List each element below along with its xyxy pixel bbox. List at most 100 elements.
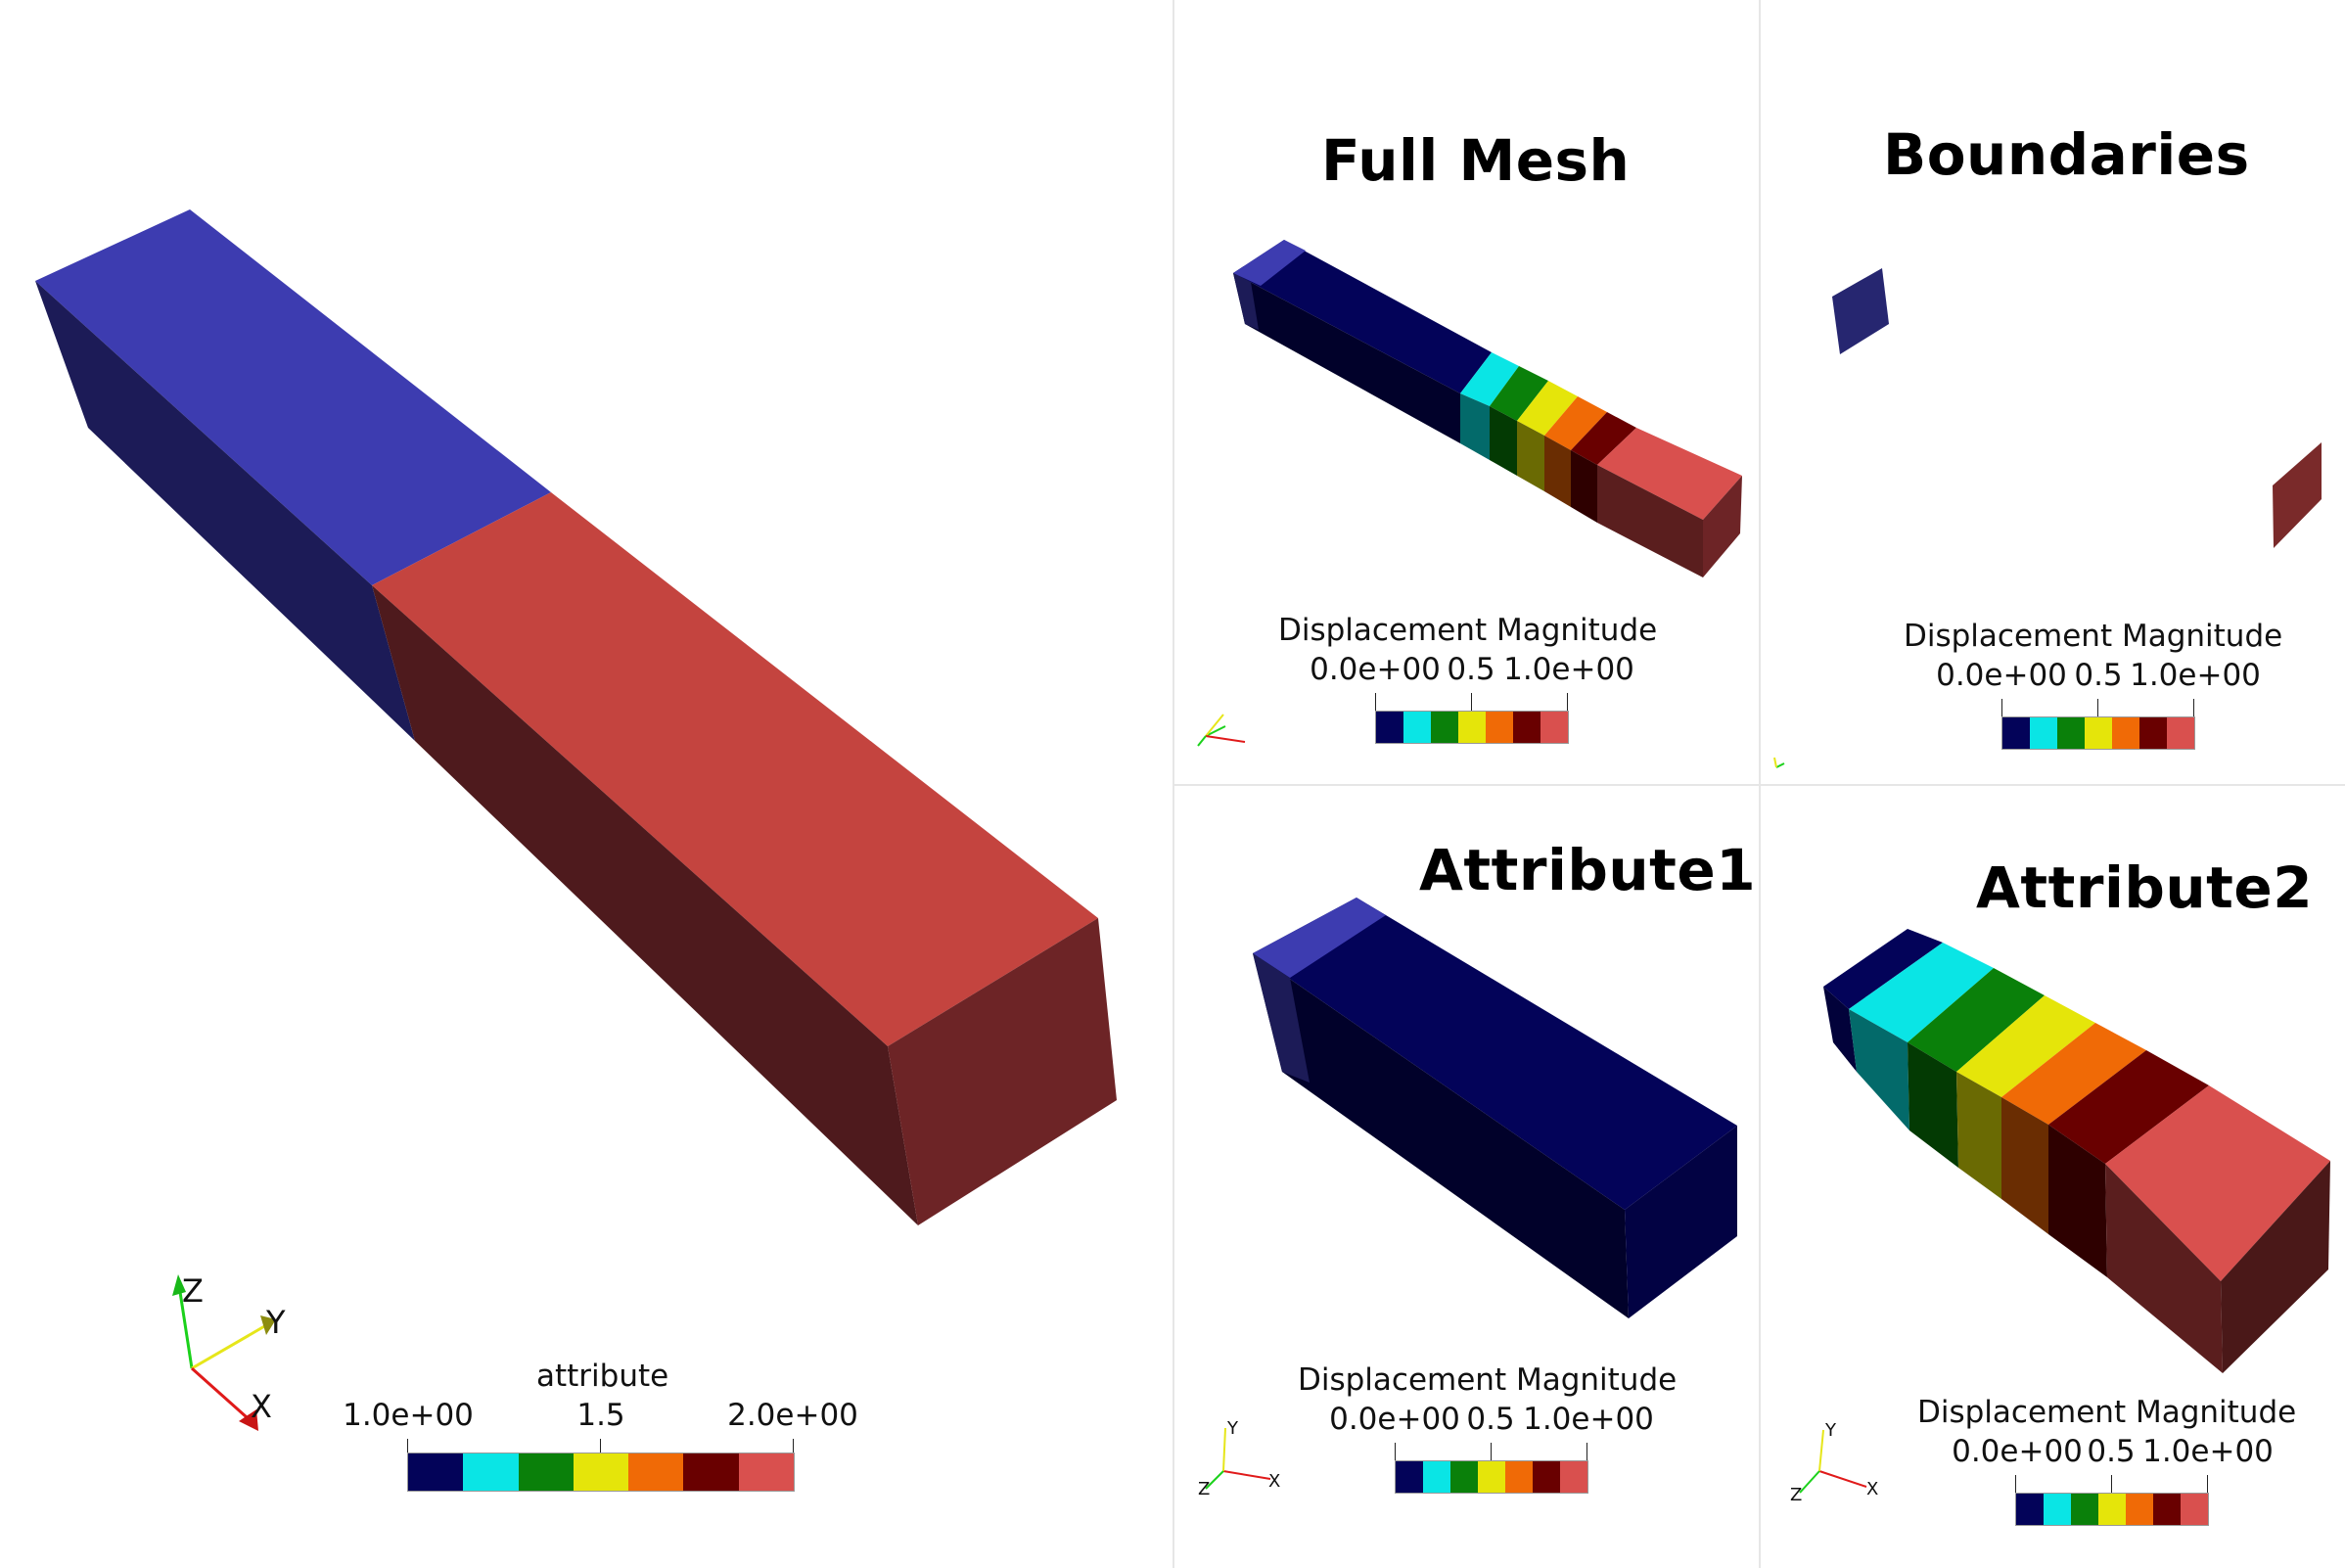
view-title: Full Mesh [1321, 127, 1631, 194]
colorbar [2015, 1493, 2209, 1526]
colorbar-swatch [1450, 1461, 1478, 1493]
colorbar-tickmark [1375, 693, 1376, 711]
attribute2-view[interactable]: Attribute2 X Y Z Displacement Magnitude … [1761, 786, 2345, 1568]
colorbar-swatch [628, 1453, 684, 1491]
colorbar-tick-mid: 0.5 [2074, 658, 2123, 693]
colorbar-tickmark [1471, 693, 1472, 711]
colorbar-title: Displacement Magnitude [1278, 613, 1658, 648]
colorbar-tick-min: 0.0e+00 [1310, 652, 1441, 687]
colorbar-swatch [2139, 717, 2167, 749]
colorbar-swatch [1478, 1461, 1505, 1493]
colorbar-title: Displacement Magnitude [1298, 1362, 1678, 1398]
colorbar [1375, 711, 1569, 744]
colorbar-tick-max: 1.0e+00 [1523, 1402, 1654, 1437]
colorbar-tick-min: 0.0e+00 [1952, 1434, 2083, 1469]
colorbar-swatch [1458, 712, 1486, 743]
colorbar-swatch [2002, 717, 2030, 749]
colorbar-tick-max: 1.0e+00 [2130, 658, 2261, 693]
colorbar-tickmark [2097, 699, 2098, 716]
colorbar-title: Displacement Magnitude [1917, 1395, 2297, 1430]
attribute2-render: X Y Z [1790, 929, 2330, 1505]
colorbar-swatch [2112, 717, 2139, 749]
boundaries-view[interactable]: Boundaries Displacement Magnitude 0.0e+0… [1761, 0, 2345, 784]
orientation-axes-small: X Y Z [1790, 1420, 1878, 1505]
main-mesh-render: Z Y X [35, 209, 1117, 1431]
colorbar-tickmark [1586, 1443, 1587, 1460]
colorbar-swatch [2098, 1494, 2126, 1525]
x-axis-arrow [239, 1409, 258, 1431]
colorbar-tickmark [2111, 1475, 2112, 1493]
colorbar-swatch [1533, 1461, 1560, 1493]
boundary-face-right [2273, 442, 2322, 548]
colorbar-tick-max: 1.0e+00 [1503, 652, 1634, 687]
colorbar-tick-mid: 1.5 [576, 1398, 625, 1433]
orientation-axes-small [1197, 714, 1246, 747]
view-title: Attribute1 [1419, 837, 1757, 903]
colorbar [407, 1453, 795, 1492]
colorbar-swatch [738, 1453, 794, 1491]
colorbar [2001, 716, 2195, 750]
orientation-axes-small [1773, 757, 1785, 768]
colorbar-swatch [1486, 712, 1513, 743]
colorbar-tickmark [2207, 1475, 2208, 1493]
colorbar-swatch [2126, 1494, 2153, 1525]
cap-side [1233, 273, 1259, 330]
colorbar-swatch [1431, 712, 1458, 743]
red-block-end [888, 918, 1117, 1225]
cap-side [1253, 953, 1310, 1083]
colorbar-swatch [1505, 1461, 1533, 1493]
colorbar-tickmark [2193, 699, 2194, 716]
colorbar-tick-min: 1.0e+00 [343, 1398, 474, 1433]
colorbar-tick-min: 0.0e+00 [1936, 658, 2067, 693]
red-block-top [372, 492, 1098, 1046]
orientation-axes-small: X Y Z [1198, 1418, 1280, 1499]
colorbar-swatch [1396, 1461, 1423, 1493]
colorbar-swatch [2030, 717, 2057, 749]
colorbar-swatch [2071, 1494, 2098, 1525]
colorbar-swatch [573, 1453, 629, 1491]
colorbar-title: attribute [536, 1359, 669, 1394]
colorbar-tickmark [1567, 693, 1568, 711]
colorbar-tick-mid: 0.5 [1447, 652, 1495, 687]
colorbar-tick-max: 2.0e+00 [727, 1398, 858, 1433]
colorbar-tickmark [793, 1439, 794, 1453]
full-mesh-view[interactable]: Full Mesh Displacement Magnitude 0.0e+00… [1174, 0, 1759, 784]
cap-top [1233, 240, 1306, 286]
colorbar-swatch [408, 1453, 464, 1491]
colorbar-tick-mid: 0.5 [1466, 1402, 1515, 1437]
colorbar-swatch [1403, 712, 1431, 743]
blue-block-top [35, 209, 551, 585]
attribute1-view[interactable]: Attribute1 X Y Z Displacement Magnitude … [1174, 786, 1759, 1568]
colorbar-swatch [2057, 717, 2085, 749]
y-axis-label: Y [1226, 1418, 1239, 1439]
colorbar-tickmark [1395, 1443, 1396, 1460]
colorbar-swatch [2153, 1494, 2181, 1525]
colorbar [1395, 1460, 1588, 1494]
colorbar-swatch [683, 1453, 739, 1491]
colorbar-swatch [2085, 717, 2112, 749]
colorbar-tickmark [2001, 699, 2002, 716]
attribute1-render: X Y Z [1198, 898, 1737, 1499]
boundaries-render [1773, 268, 2322, 768]
colorbar-swatch [1560, 1461, 1587, 1493]
colorbar-swatch [2181, 1494, 2208, 1525]
colorbar-swatch [1513, 712, 1540, 743]
colorbar-tick-max: 1.0e+00 [2142, 1434, 2274, 1469]
colorbar-swatch [1376, 712, 1403, 743]
x-axis-label: X [1866, 1479, 1878, 1499]
colorbar-tick-mid: 0.5 [2087, 1434, 2136, 1469]
cap-top [1253, 898, 1386, 978]
colorbar-swatch [2044, 1494, 2071, 1525]
main-render-view[interactable]: Z Y X attribute 1.0e+00 1.5 2.0e+00 [0, 0, 1172, 1568]
z-axis-label: Z [182, 1272, 204, 1310]
colorbar-swatch [2167, 717, 2194, 749]
red-block-side [372, 585, 918, 1225]
view-divider-horizontal [1172, 784, 2345, 786]
colorbar-swatch [1540, 712, 1568, 743]
boundary-face-left [1832, 268, 1889, 354]
view-title: Attribute2 [1976, 854, 2314, 921]
colorbar-swatch [1423, 1461, 1450, 1493]
colorbar-swatch [518, 1453, 574, 1491]
colorbar-tickmark [407, 1439, 408, 1453]
colorbar-title: Displacement Magnitude [1904, 619, 2283, 654]
